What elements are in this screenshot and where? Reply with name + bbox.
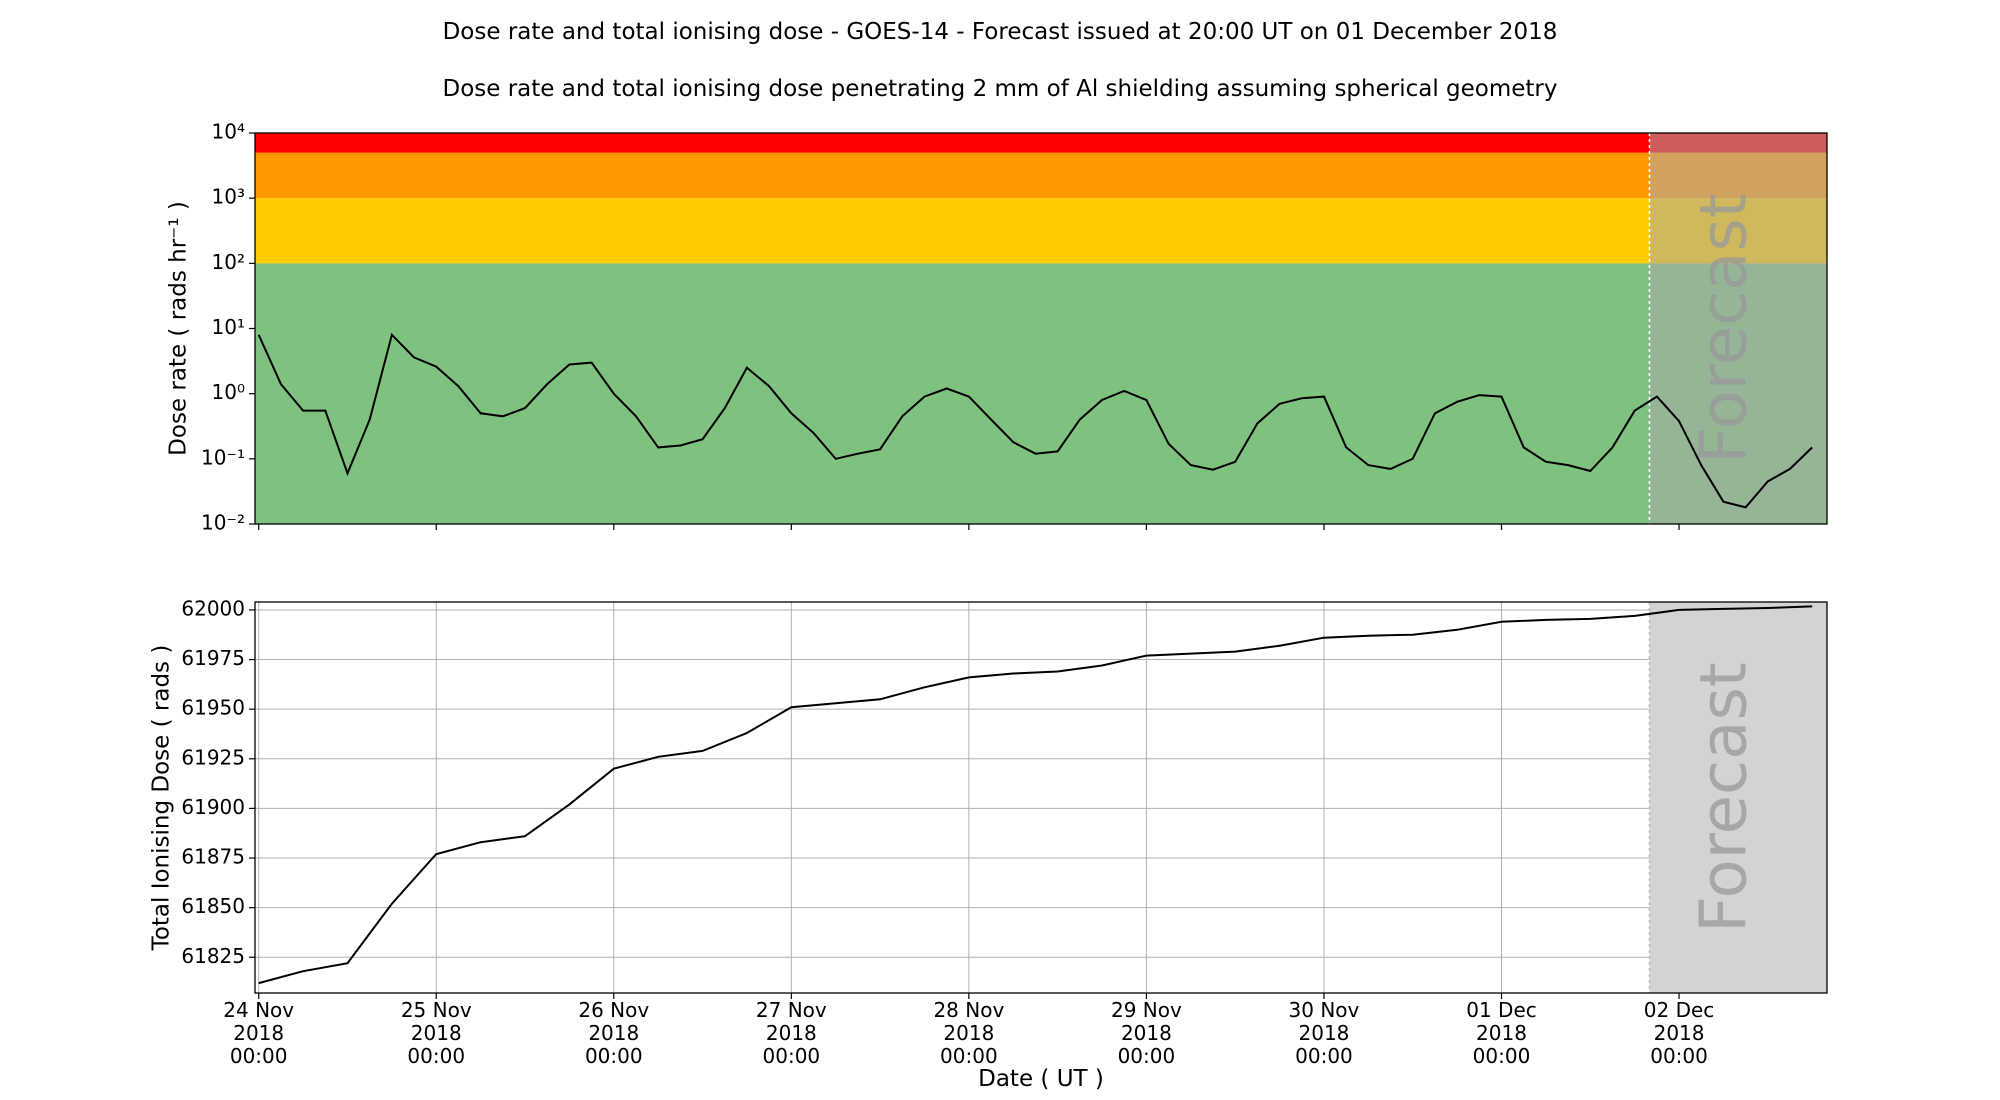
- x-tick-label: 02 Dec 2018 00:00: [1643, 998, 1715, 1068]
- x-tick-label: 29 Nov 2018 00:00: [1110, 998, 1182, 1068]
- x-tick-label: 26 Nov 2018 00:00: [578, 998, 650, 1068]
- y-tick-label: 61850: [181, 894, 245, 918]
- y-tick-label: 10³: [212, 185, 245, 209]
- chart-title: Dose rate and total ionising dose - GOES…: [443, 19, 1558, 45]
- threshold-band: [255, 133, 1827, 153]
- forecast-region: [1649, 602, 1827, 993]
- threshold-band: [255, 263, 1827, 524]
- y-axis-label: Dose rate ( rads hr⁻¹ ): [166, 201, 192, 456]
- forecast-label: Forecast: [1688, 662, 1762, 933]
- y-tick-label: 61900: [181, 795, 245, 819]
- x-tick-label: 25 Nov 2018 00:00: [400, 998, 472, 1068]
- x-axis-label: Date ( UT ): [978, 1066, 1104, 1092]
- y-axis-label: Total Ionising Dose ( rads ): [149, 645, 175, 952]
- y-tick-label: 61825: [181, 944, 245, 968]
- y-tick-label: 61950: [181, 696, 245, 720]
- data-line: [258, 605, 1813, 985]
- data-line: [257, 332, 1813, 509]
- x-tick-label: 27 Nov 2018 00:00: [755, 998, 827, 1068]
- y-tick-label: 10²: [212, 250, 245, 274]
- x-tick-label: 01 Dec 2018 00:00: [1466, 998, 1537, 1068]
- chart-subtitle: Dose rate and total ionising dose penetr…: [442, 76, 1557, 102]
- y-tick-label: 10⁻¹: [201, 445, 245, 469]
- y-tick-label: 10⁰: [212, 380, 245, 404]
- x-tick-label: 28 Nov 2018 00:00: [933, 998, 1005, 1068]
- forecast-label: Forecast: [1688, 193, 1762, 464]
- y-tick-label: 10⁻²: [201, 511, 245, 535]
- y-tick-label: 10⁴: [212, 120, 245, 144]
- y-tick-label: 61875: [181, 845, 245, 869]
- threshold-band: [255, 198, 1827, 264]
- y-tick-label: 61975: [181, 646, 245, 670]
- x-tick-label: 24 Nov 2018 00:00: [223, 998, 295, 1068]
- threshold-band: [255, 152, 1827, 199]
- y-tick-label: 61925: [181, 745, 245, 769]
- y-tick-label: 10¹: [212, 315, 245, 339]
- forecast-region: [1649, 133, 1827, 524]
- plot-frame: [254, 601, 1828, 994]
- y-tick-label: 62000: [181, 596, 245, 620]
- x-tick-label: 30 Nov 2018 00:00: [1288, 998, 1360, 1068]
